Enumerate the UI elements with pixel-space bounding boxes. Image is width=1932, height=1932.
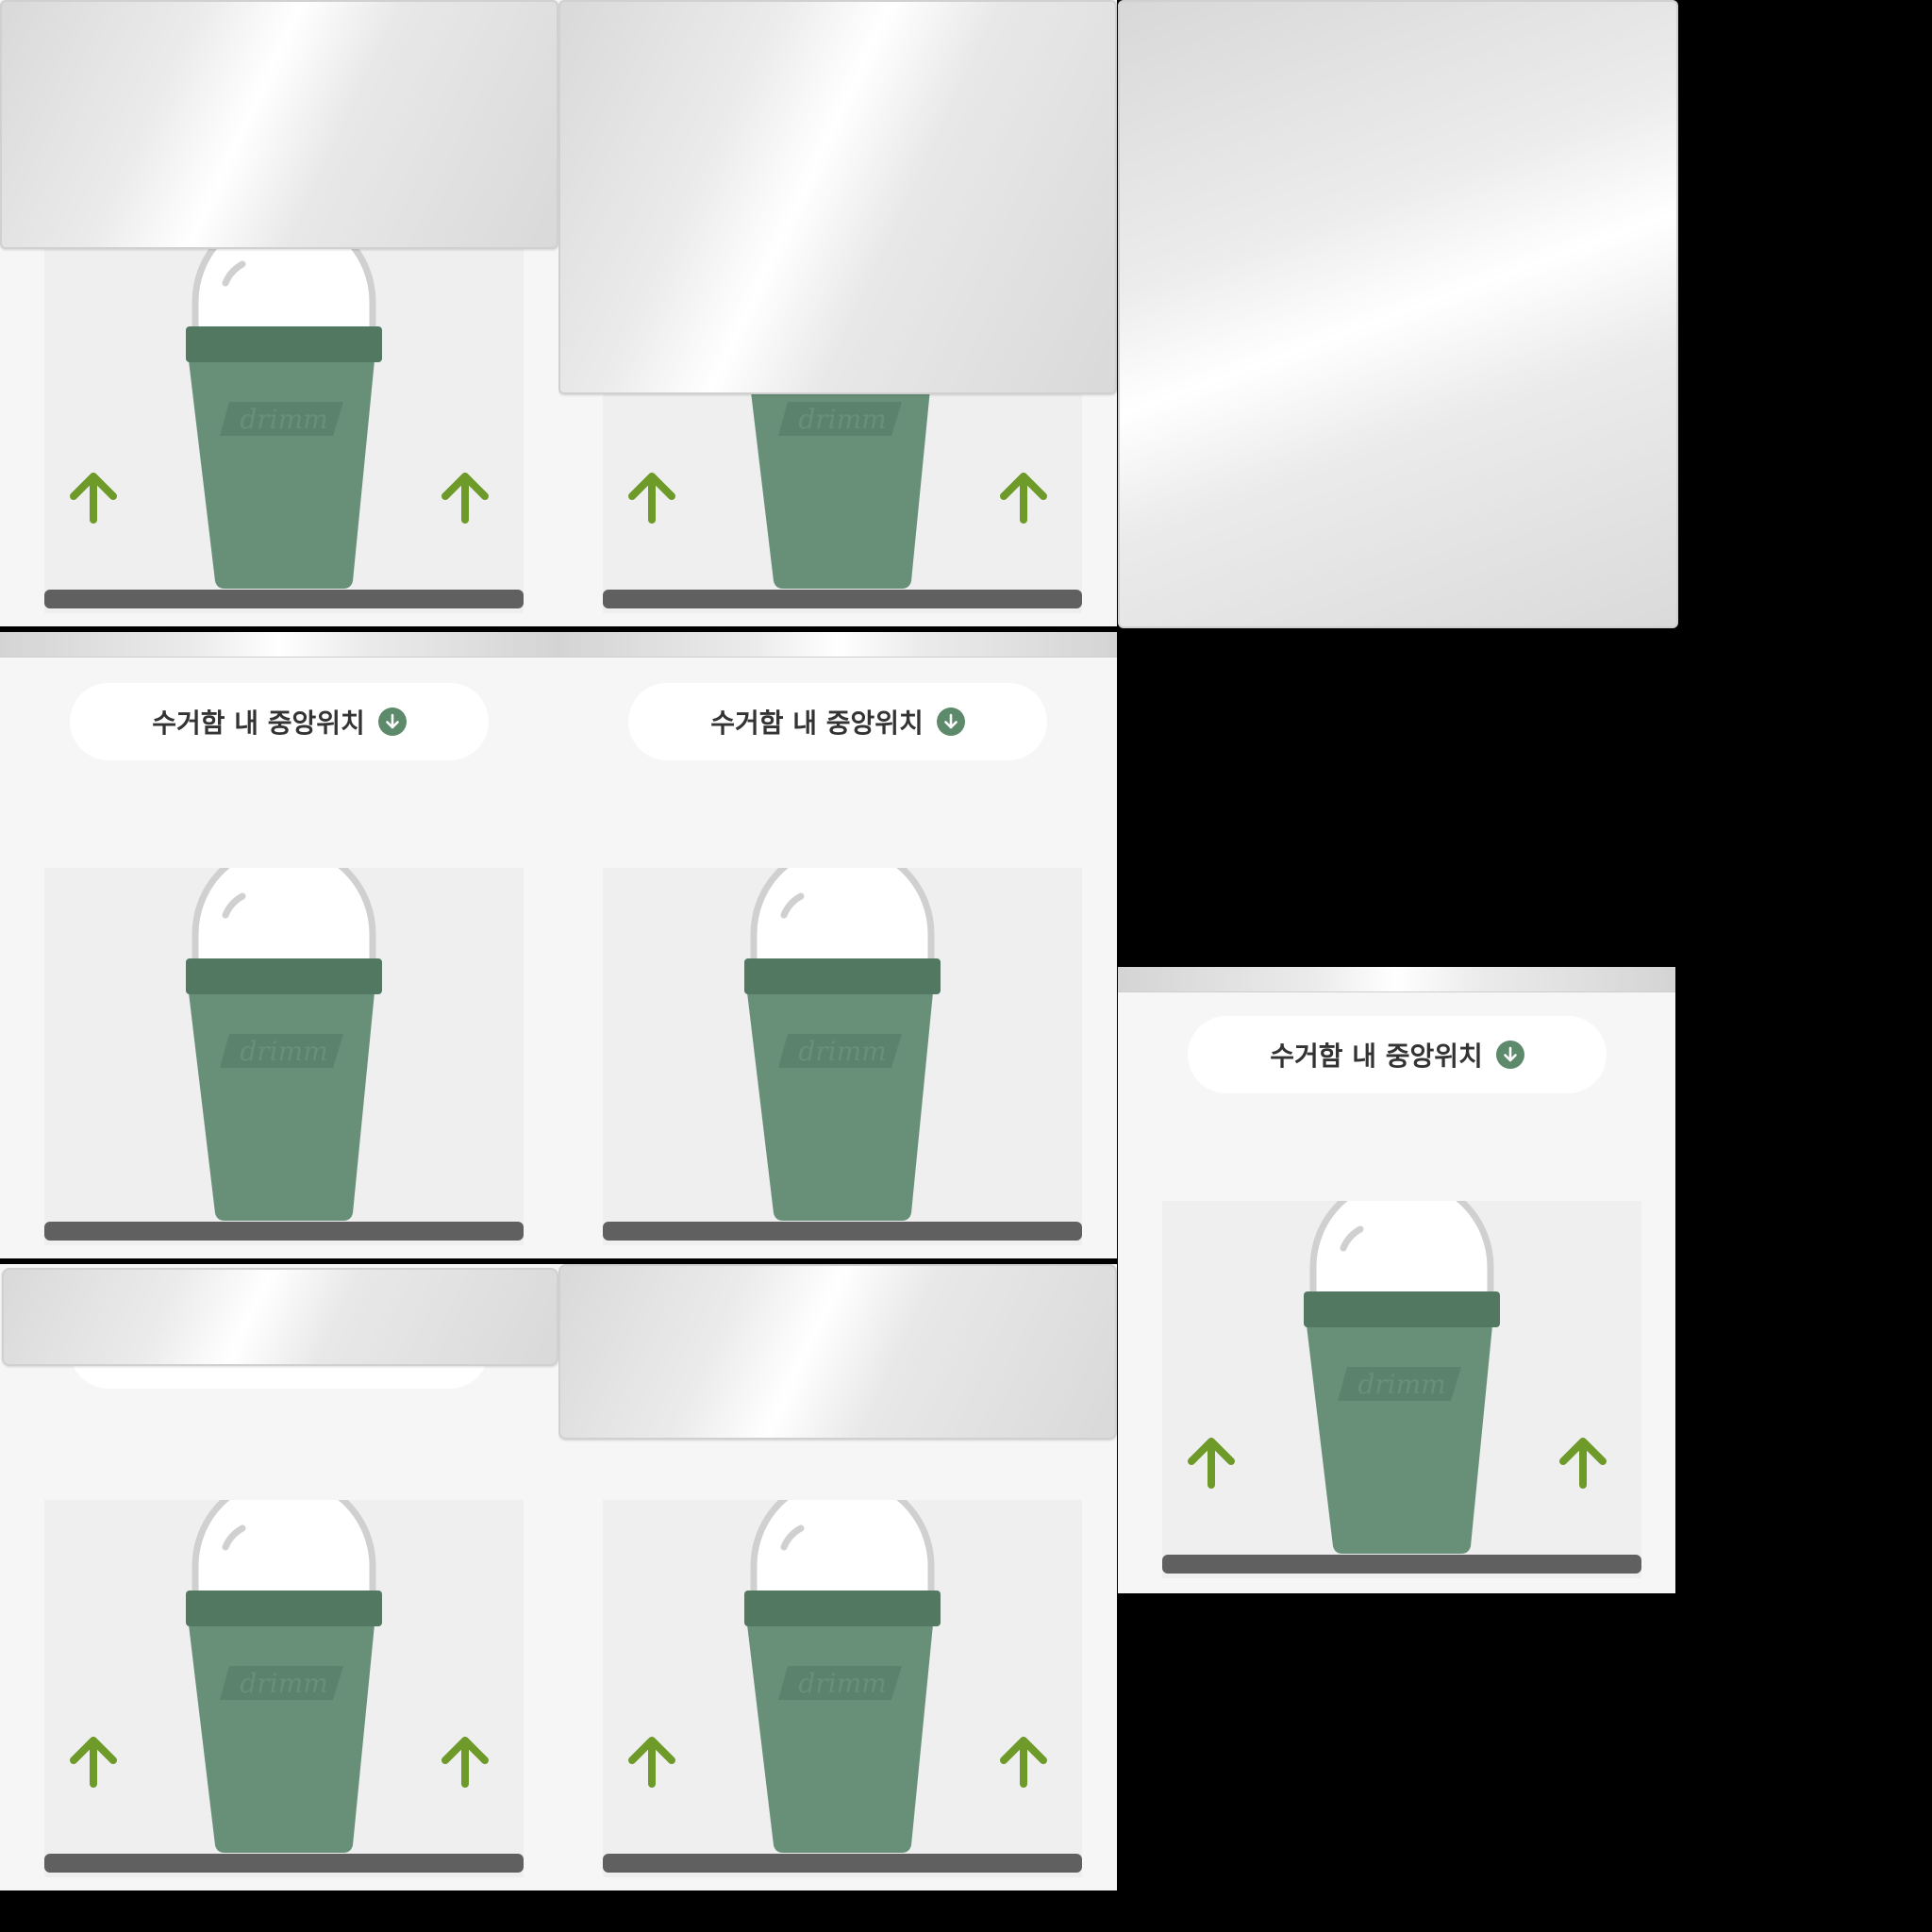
tile-r3c1: 수거함 내 중앙위치 drimm [0, 1264, 558, 1890]
tile-r2c3: 수거함 내 중앙위치 drimm [1118, 967, 1675, 1593]
arrow-up-icon-left [628, 1737, 675, 1788]
arrow-up-icon-right [1000, 473, 1047, 524]
tile-r1c1: 수거함 내 중앙위치 drimm [0, 0, 558, 626]
cup-figure: drimm [1162, 1201, 1641, 1578]
cup-illustration: drimm [44, 868, 524, 1245]
svg-text:drimm: drimm [798, 404, 886, 435]
cup-illustration: drimm [1162, 1201, 1641, 1578]
cup-figure: drimm [44, 236, 524, 613]
center-position-text: 수거함 내 중앙위치 [710, 708, 924, 739]
svg-text:drimm: drimm [798, 1668, 886, 1699]
tile-r2c1: 수거함 내 중앙위치 drimm [0, 632, 558, 1258]
tile-r2c2: 수거함 내 중앙위치 drimm [558, 632, 1117, 1258]
top-glass-strip [558, 632, 1117, 658]
glass-overlay [0, 0, 558, 249]
arrow-up-icon-right [441, 1737, 489, 1788]
arrow-up-icon-left [1188, 1438, 1235, 1489]
arrow-up-icon-right [1000, 1737, 1047, 1788]
cup-illustration: drimm [603, 868, 1082, 1245]
center-position-text: 수거함 내 중앙위치 [152, 708, 365, 739]
cup-illustration: drimm [603, 1500, 1082, 1877]
tile-r3c2: 수거함 내 중앙위치 drimm [558, 1264, 1117, 1890]
svg-text:drimm: drimm [1357, 1369, 1445, 1400]
glass-overlay [558, 0, 1117, 394]
cup-illustration: drimm [44, 1500, 524, 1877]
center-position-label: 수거함 내 중앙위치 [1188, 1016, 1607, 1093]
glass-overlay-tile-r1c3 [1118, 0, 1678, 628]
glass-overlay [558, 1264, 1117, 1440]
cup-figure: drimm [603, 868, 1082, 1245]
top-glass-strip [1118, 967, 1675, 992]
arrow-down-circle-icon [936, 708, 965, 736]
center-position-label: 수거함 내 중앙위치 [628, 683, 1047, 760]
arrow-up-icon-left [70, 473, 117, 524]
arrow-up-icon-right [441, 473, 489, 524]
arrow-down-circle-icon [1495, 1041, 1524, 1069]
svg-text:drimm: drimm [240, 1668, 327, 1699]
cup-figure: drimm [603, 1500, 1082, 1877]
center-position-label: 수거함 내 중앙위치 [70, 683, 489, 760]
arrow-up-icon-left [628, 473, 675, 524]
center-position-text: 수거함 내 중앙위치 [1270, 1041, 1483, 1072]
cup-figure: drimm [44, 868, 524, 1245]
svg-text:drimm: drimm [240, 404, 327, 435]
svg-text:drimm: drimm [240, 1036, 327, 1067]
arrow-up-icon-right [1559, 1438, 1607, 1489]
glass-overlay [2, 1268, 558, 1366]
svg-text:drimm: drimm [798, 1036, 886, 1067]
top-glass-strip [0, 632, 558, 658]
cup-illustration: drimm [44, 236, 524, 613]
arrow-down-circle-icon [377, 708, 407, 736]
cup-figure: drimm [44, 1500, 524, 1877]
arrow-up-icon-left [70, 1737, 117, 1788]
tile-r1c2: 수거함 내 중앙위치 drimm [558, 0, 1117, 626]
